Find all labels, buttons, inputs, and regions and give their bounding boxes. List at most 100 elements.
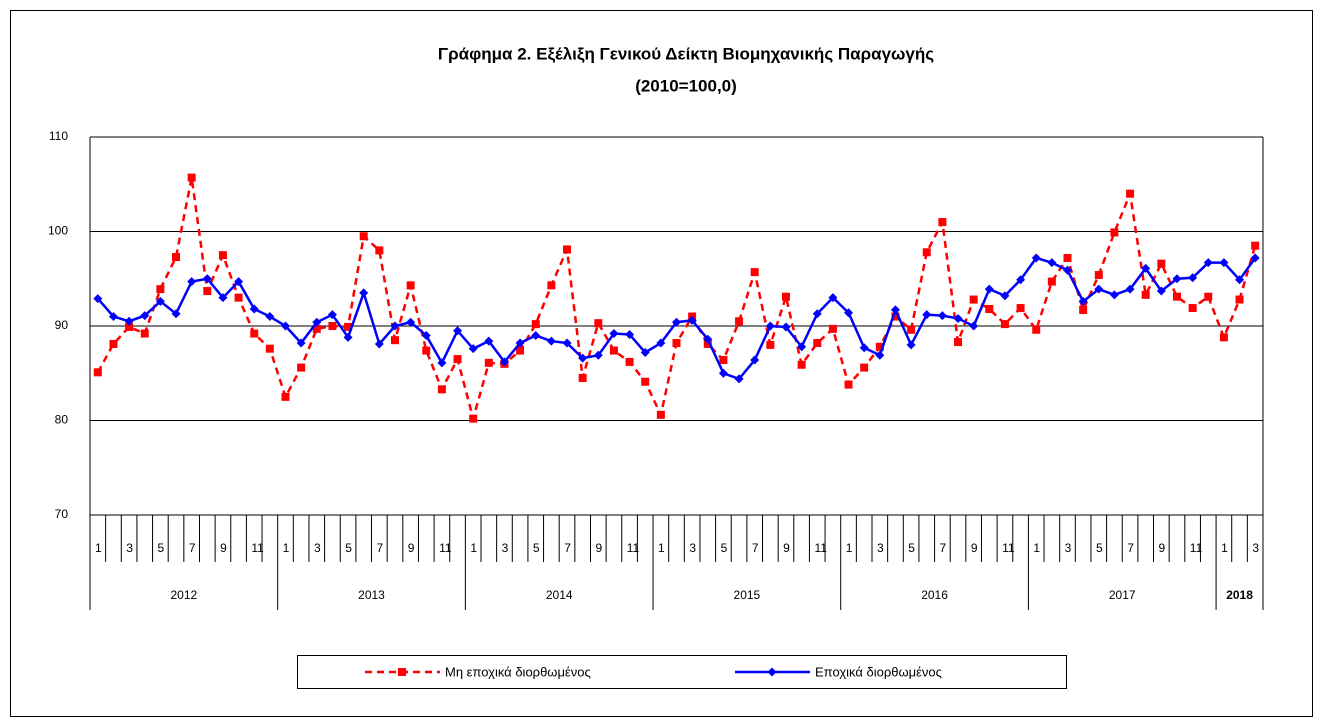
point — [907, 325, 916, 334]
point — [937, 311, 947, 321]
point — [1125, 284, 1135, 294]
point — [969, 321, 979, 331]
point — [202, 274, 212, 284]
legend-label: Μη εποχικά διορθωμένος — [445, 664, 591, 679]
point — [1172, 274, 1182, 284]
point — [734, 374, 744, 384]
point — [234, 293, 243, 302]
year-label: 2012 — [170, 588, 197, 602]
point — [390, 336, 399, 345]
y-tick-label: 110 — [49, 129, 68, 143]
point — [609, 346, 618, 355]
point — [860, 363, 869, 372]
point — [922, 248, 931, 257]
x-tick-label: 1 — [658, 541, 665, 555]
point — [766, 340, 775, 349]
point — [609, 329, 619, 339]
point — [406, 281, 415, 290]
point — [1016, 275, 1026, 285]
point — [93, 368, 102, 377]
point — [735, 317, 744, 326]
x-tick-label: 5 — [345, 541, 352, 555]
point — [1219, 258, 1229, 268]
x-tick-label: 9 — [595, 541, 602, 555]
point — [1156, 286, 1166, 296]
point — [265, 344, 274, 353]
point — [249, 304, 259, 314]
point — [343, 332, 353, 342]
x-tick-label: 11 — [1002, 541, 1015, 555]
point — [108, 312, 118, 322]
point — [453, 355, 462, 364]
x-tick-label: 3 — [689, 541, 696, 555]
point — [1235, 275, 1245, 285]
point — [641, 377, 650, 386]
point — [297, 363, 306, 372]
point — [703, 334, 713, 344]
point — [203, 287, 212, 296]
point — [1000, 291, 1010, 301]
point — [1063, 253, 1072, 262]
y-tick-label: 70 — [55, 507, 69, 521]
point — [390, 321, 400, 331]
point — [938, 218, 947, 227]
point — [359, 288, 369, 298]
x-tick-label: 1 — [846, 541, 853, 555]
point — [281, 321, 290, 331]
point — [594, 319, 603, 328]
point — [797, 360, 806, 369]
point — [1141, 290, 1150, 299]
point — [1109, 290, 1119, 300]
point — [765, 321, 775, 331]
point — [531, 320, 540, 329]
point — [1126, 189, 1135, 198]
point — [515, 338, 525, 348]
x-tick-label: 3 — [502, 541, 509, 555]
x-tick-label: 11 — [439, 541, 452, 555]
x-tick-label: 1 — [283, 541, 290, 555]
point — [155, 296, 165, 306]
y-tick-label: 90 — [55, 318, 69, 332]
x-tick-label: 9 — [408, 541, 415, 555]
point — [656, 338, 666, 348]
point — [1032, 325, 1041, 334]
x-tick-label: 9 — [1159, 541, 1166, 555]
point — [625, 357, 634, 366]
point — [578, 373, 587, 382]
x-tick-label: 7 — [940, 541, 947, 555]
x-tick-label: 1 — [470, 541, 477, 555]
year-label: 2018 — [1226, 588, 1253, 602]
point — [484, 336, 494, 346]
point — [1250, 253, 1260, 263]
x-tick-label: 1 — [1033, 541, 1040, 555]
x-tick-label: 9 — [220, 541, 227, 555]
point — [593, 350, 603, 360]
legend-label: Εποχικά διορθωμένος — [815, 664, 942, 679]
point — [1110, 228, 1119, 237]
point — [844, 308, 854, 318]
x-tick-label: 9 — [971, 541, 978, 555]
legend-marker — [767, 667, 777, 677]
point — [922, 310, 932, 320]
point — [563, 245, 572, 254]
point — [703, 339, 712, 348]
point — [672, 339, 681, 348]
point — [812, 309, 822, 319]
point — [906, 340, 916, 350]
point — [437, 358, 447, 368]
x-tick-label: 7 — [1127, 541, 1134, 555]
point — [140, 329, 149, 338]
point — [437, 385, 446, 394]
point — [1031, 253, 1041, 263]
point — [265, 312, 275, 322]
point — [125, 322, 134, 331]
point — [1094, 270, 1103, 279]
point — [875, 350, 885, 360]
point — [672, 317, 681, 327]
year-label: 2013 — [358, 588, 385, 602]
x-tick-label: 5 — [1096, 541, 1103, 555]
point — [1235, 295, 1244, 304]
x-tick-label: 1 — [95, 541, 102, 555]
x-tick-label: 5 — [721, 541, 728, 555]
